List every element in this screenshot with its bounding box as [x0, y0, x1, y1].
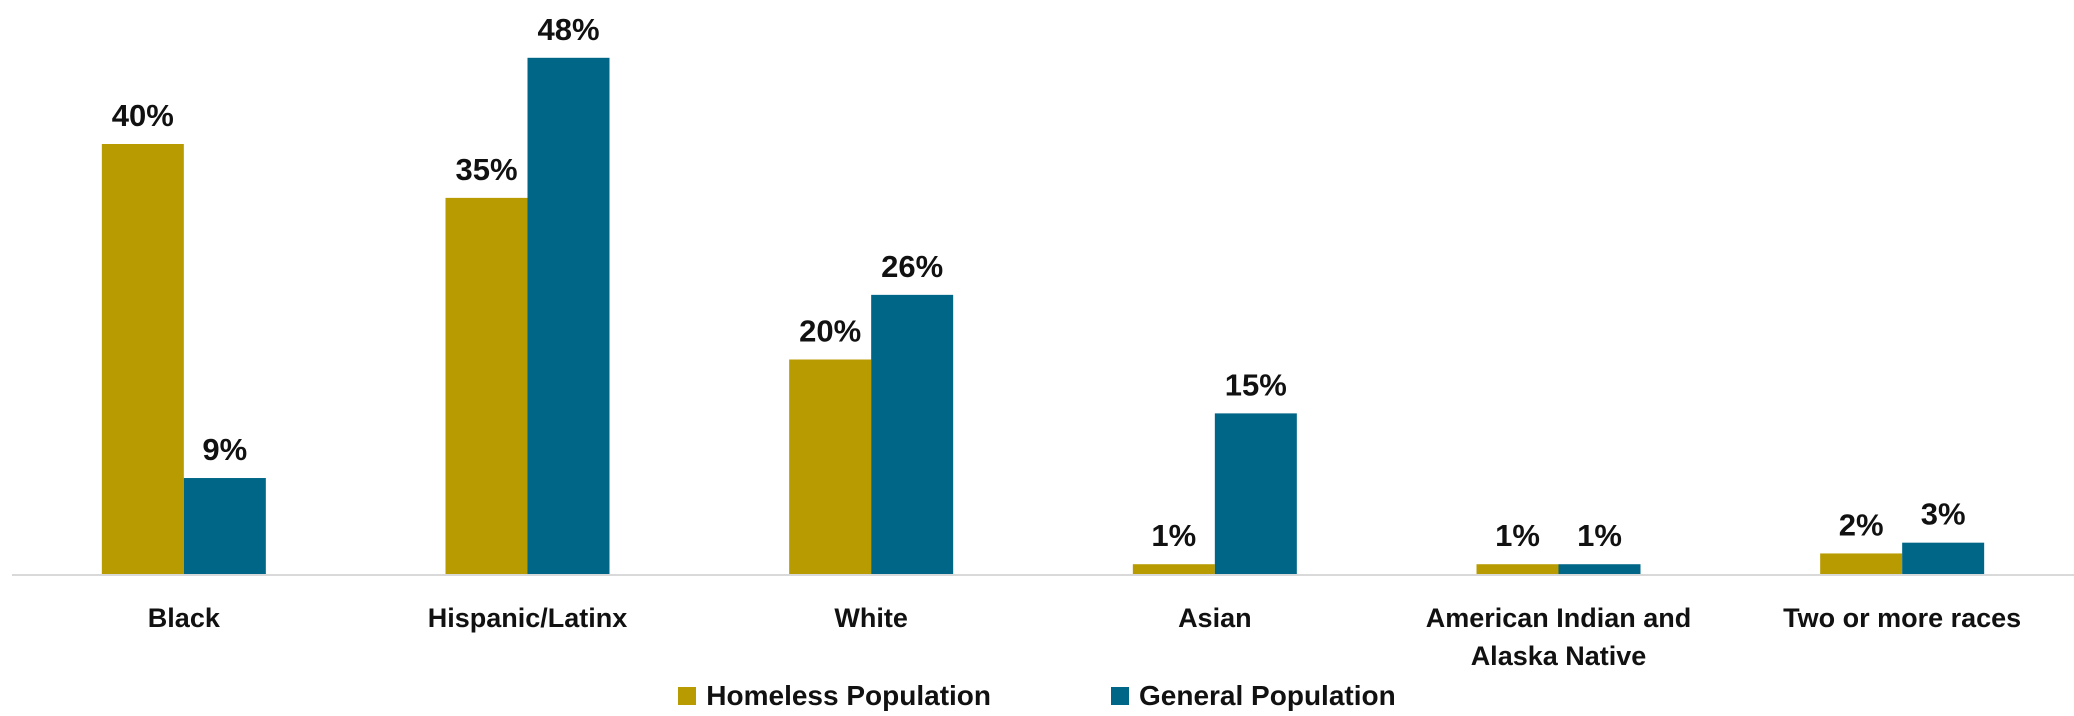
bar-general-asian	[1214, 413, 1297, 575]
legend-label-homeless: Homeless Population	[706, 680, 991, 711]
data-label-general-asian: 15%	[1225, 367, 1287, 402]
bar-homeless-black	[101, 144, 184, 575]
category-label-two-or-more-races: Two or more races	[1783, 603, 2021, 633]
data-label-general-american-indian-and-alaska-native: 1%	[1577, 518, 1622, 553]
bar-general-hispanic-latinx	[527, 57, 610, 576]
data-label-homeless-two-or-more-races: 2%	[1839, 507, 1884, 542]
data-label-general-white: 26%	[881, 249, 943, 284]
category-label-asian: Asian	[1178, 603, 1252, 633]
data-label-general-black: 9%	[202, 432, 247, 467]
data-labels-group: 40% 9% 35% 48% 20% 26% 1% 15% 1% 1% 2% 3%	[112, 12, 1966, 553]
category-label-hispanic-latinx: Hispanic/Latinx	[428, 603, 628, 633]
bar-general-black	[183, 478, 266, 575]
data-label-homeless-american-indian-and-alaska-native: 1%	[1495, 518, 1540, 553]
legend-item-general: General Population	[1111, 680, 1396, 712]
data-label-general-two-or-more-races: 3%	[1921, 497, 1966, 532]
data-label-homeless-asian: 1%	[1151, 518, 1196, 553]
legend-swatch-homeless	[678, 687, 697, 705]
legend-swatch-general	[1111, 687, 1129, 705]
legend-label-general: General Population	[1139, 680, 1396, 711]
bar-homeless-white	[789, 359, 872, 575]
bars-group	[101, 57, 1985, 576]
legend-item-homeless: Homeless Population	[678, 680, 991, 712]
data-label-homeless-hispanic-latinx: 35%	[455, 152, 517, 187]
category-label-white: White	[834, 603, 908, 633]
legend: Homeless Population General Population	[0, 678, 2074, 714]
category-labels-group: Black Hispanic/Latinx White Asian American I…	[148, 603, 2021, 671]
data-label-general-hispanic-latinx: 48%	[537, 12, 599, 47]
bar-homeless-asian	[1132, 564, 1215, 575]
bar-general-two-or-more-races	[1902, 542, 1985, 575]
data-label-homeless-white: 20%	[799, 314, 861, 349]
bar-homeless-american-indian-and-alaska-native	[1476, 564, 1559, 575]
bar-homeless-two-or-more-races	[1820, 553, 1903, 575]
bar-general-white	[871, 294, 954, 575]
data-label-homeless-black: 40%	[112, 98, 174, 133]
bar-general-american-indian-and-alaska-native	[1558, 564, 1641, 575]
category-label-black: Black	[148, 603, 221, 633]
category-label-american-indian-and-alaska-native: American Indian and Alaska Native	[1426, 603, 1692, 671]
bar-homeless-hispanic-latinx	[445, 197, 528, 575]
